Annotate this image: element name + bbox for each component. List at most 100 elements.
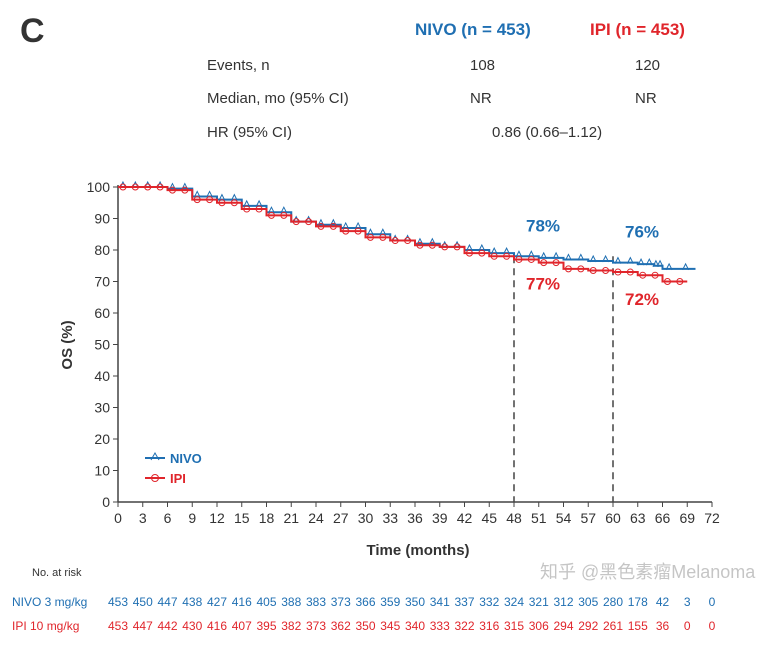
censor-mark: [255, 205, 263, 213]
censor-mark: [682, 262, 690, 271]
censor-mark: [589, 266, 597, 274]
censor-mark: [367, 228, 374, 236]
at-risk-value: 305: [578, 595, 598, 609]
x-tick-label: 39: [432, 510, 448, 526]
nivo-events: 108: [470, 57, 496, 74]
y-tick-label: 50: [94, 337, 110, 353]
censor-mark: [651, 271, 659, 279]
censor-mark: [305, 218, 313, 226]
censor-mark: [564, 265, 572, 273]
at-risk-title: No. at risk: [32, 567, 82, 579]
censor-mark: [656, 259, 664, 267]
censor-mark: [280, 211, 288, 219]
at-risk-value: 359: [380, 595, 400, 609]
censor-mark: [527, 255, 535, 263]
at-risk-value: 388: [281, 595, 301, 609]
at-risk-value: 416: [232, 595, 252, 609]
at-risk-value: 261: [603, 619, 623, 633]
x-tick-label: 27: [333, 510, 349, 526]
censor-mark: [255, 199, 263, 208]
x-tick-label: 36: [407, 510, 423, 526]
annotation-label: 77%: [526, 274, 560, 293]
y-tick-label: 80: [94, 242, 110, 258]
row-label: HR (95% CI): [207, 124, 293, 141]
censor-mark: [243, 205, 251, 213]
censor-mark: [540, 251, 548, 260]
censor-mark: [676, 278, 684, 285]
censor-mark: [193, 190, 201, 198]
at-risk-value: 321: [529, 595, 549, 609]
censor-mark: [391, 237, 399, 245]
at-risk-value: 447: [157, 595, 177, 609]
censor-mark: [503, 252, 511, 260]
censor-mark: [639, 271, 647, 279]
censor-mark: [131, 183, 139, 191]
annotation-label: 78%: [526, 216, 560, 235]
x-axis-label: Time (months): [366, 542, 469, 559]
censor-mark: [515, 250, 523, 258]
censor-mark: [206, 196, 214, 204]
x-tick-label: 15: [234, 510, 250, 526]
panel-label: C: [20, 12, 45, 50]
at-risk-value: 366: [355, 595, 375, 609]
at-risk-value: 373: [331, 595, 351, 609]
legend-label: NIVO: [170, 451, 202, 466]
censor-mark: [490, 247, 498, 255]
censor-mark: [181, 186, 189, 194]
at-risk-value: 322: [454, 619, 474, 633]
y-tick-label: 40: [94, 368, 110, 384]
censor-mark: [465, 249, 473, 257]
censor-mark: [280, 206, 288, 214]
censor-mark: [230, 199, 238, 207]
at-risk-value: 333: [430, 619, 450, 633]
y-tick-label: 90: [94, 211, 110, 227]
censor-mark: [342, 227, 350, 235]
ipi-median: NR: [635, 90, 657, 107]
at-risk-value: 332: [479, 595, 499, 609]
x-tick-label: 48: [506, 510, 522, 526]
censor-mark: [428, 241, 436, 249]
censor-mark: [441, 243, 449, 251]
at-risk-value: 427: [207, 595, 227, 609]
at-risk-value: 350: [405, 595, 425, 609]
censor-mark: [565, 253, 572, 261]
censor-mark: [577, 253, 585, 261]
x-tick-label: 0: [114, 510, 122, 526]
x-tick-label: 66: [655, 510, 671, 526]
x-tick-label: 51: [531, 510, 547, 526]
censor-mark: [614, 256, 622, 264]
watermark: 知乎 @黑色素瘤Melanoma: [540, 562, 756, 582]
x-tick-label: 72: [704, 510, 720, 526]
x-tick-label: 12: [209, 510, 225, 526]
at-risk-value: 316: [479, 619, 499, 633]
censor-mark: [614, 268, 622, 276]
censor-mark: [267, 211, 275, 219]
x-tick-label: 3: [139, 510, 147, 526]
censor-mark: [478, 243, 486, 252]
x-tick-label: 54: [556, 510, 572, 526]
legend-marker: [150, 451, 160, 461]
censor-mark: [404, 237, 412, 245]
censor-mark: [230, 193, 238, 201]
annotation-label: 76%: [625, 223, 659, 242]
censor-mark: [637, 258, 645, 266]
at-risk-value: 373: [306, 619, 326, 633]
at-risk-value: 362: [331, 619, 351, 633]
at-risk-value: 42: [656, 595, 670, 609]
censor-mark: [626, 268, 634, 276]
y-tick-label: 30: [94, 400, 110, 416]
x-tick-label: 42: [457, 510, 473, 526]
y-tick-label: 10: [94, 463, 110, 479]
x-tick-label: 18: [259, 510, 275, 526]
ipi-header: IPI (n = 453): [590, 20, 685, 39]
x-tick-label: 57: [580, 510, 596, 526]
at-risk-value: 430: [182, 619, 202, 633]
censor-mark: [243, 199, 251, 208]
nivo-median: NR: [470, 90, 492, 107]
censor-mark: [490, 252, 498, 260]
censor-mark: [552, 251, 560, 260]
censor-mark: [626, 256, 634, 264]
at-risk-value: 306: [529, 619, 549, 633]
